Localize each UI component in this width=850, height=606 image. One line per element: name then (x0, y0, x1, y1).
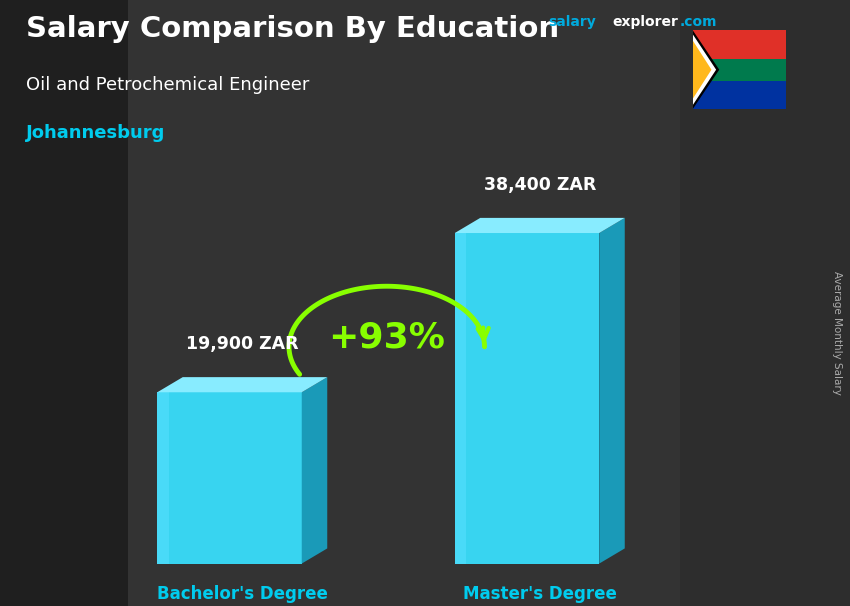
Text: 38,400 ZAR: 38,400 ZAR (484, 176, 596, 194)
Text: explorer: explorer (612, 15, 677, 29)
Polygon shape (157, 392, 302, 564)
Polygon shape (455, 233, 599, 564)
Bar (680, 0, 850, 606)
Polygon shape (455, 218, 625, 233)
Polygon shape (157, 377, 327, 392)
Polygon shape (693, 59, 786, 81)
Text: .com: .com (680, 15, 717, 29)
Text: Oil and Petrochemical Engineer: Oil and Petrochemical Engineer (26, 76, 309, 94)
Polygon shape (302, 377, 327, 564)
Bar (0, 0, 128, 606)
Polygon shape (693, 41, 711, 99)
Text: 19,900 ZAR: 19,900 ZAR (186, 335, 298, 353)
Text: Average Monthly Salary: Average Monthly Salary (832, 271, 842, 395)
Text: Salary Comparison By Education: Salary Comparison By Education (26, 15, 558, 43)
Text: salary: salary (548, 15, 596, 29)
Polygon shape (693, 70, 786, 109)
Text: Bachelor's Degree: Bachelor's Degree (156, 585, 328, 603)
Text: Master's Degree: Master's Degree (462, 585, 617, 603)
Polygon shape (693, 30, 786, 70)
Polygon shape (455, 233, 467, 564)
Polygon shape (157, 392, 169, 564)
Text: +93%: +93% (328, 321, 445, 355)
Polygon shape (599, 218, 625, 564)
Polygon shape (693, 30, 719, 109)
Text: Johannesburg: Johannesburg (26, 124, 165, 142)
Polygon shape (693, 34, 716, 105)
